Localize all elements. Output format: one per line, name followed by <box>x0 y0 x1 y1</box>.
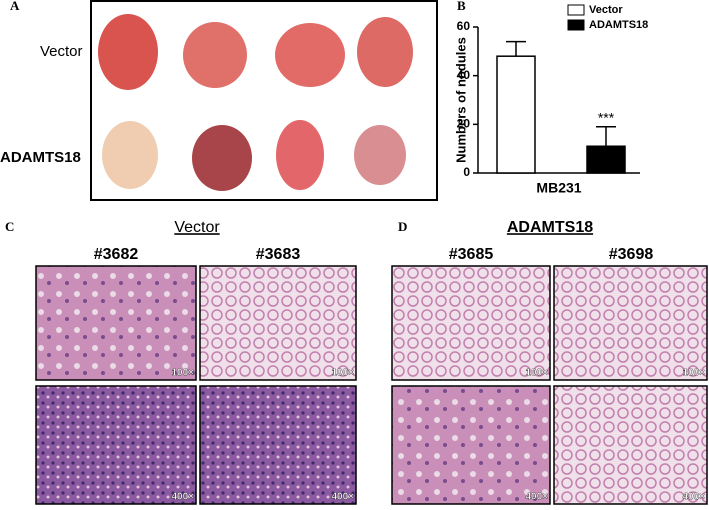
magnification: 400× <box>525 492 548 503</box>
y-tick-label: 20 <box>457 117 471 131</box>
error-bar <box>596 126 616 147</box>
legend-swatch <box>567 4 585 16</box>
sample-label: #3685 <box>449 246 494 263</box>
legend-swatch <box>567 19 585 31</box>
magnifications: 100× 100× 100× 100× 400× 400× 400× 400× <box>171 367 705 503</box>
y-tick-label: 60 <box>457 19 471 33</box>
magnification: 100× <box>331 368 354 379</box>
x-tick-label: MB231 <box>536 180 581 196</box>
y-axis-label: Numbers of nodules <box>453 37 468 163</box>
legend-label: ADAMTS18 <box>589 19 648 31</box>
sample-label: #3698 <box>609 246 654 263</box>
panel-label: C <box>5 219 14 234</box>
magnification: 100× <box>682 368 705 379</box>
magnification: 400× <box>331 492 354 503</box>
magnification: 100× <box>171 368 194 379</box>
bar <box>586 145 626 174</box>
panel-title: Vector <box>174 219 220 236</box>
y-tick-label: 0 <box>463 165 470 179</box>
magnification: 400× <box>682 492 705 503</box>
bar-chart: 0 20 40 60 Numbers of nodules MB231 *** Vector A… <box>453 4 648 196</box>
panel-title: ADAMTS18 <box>507 219 593 236</box>
panel-label: D <box>398 219 407 234</box>
panel-label: A <box>10 0 20 13</box>
bar <box>496 55 536 174</box>
row-label: Vector <box>40 43 83 60</box>
sample-label: #3682 <box>94 246 139 263</box>
y-tick-label: 40 <box>457 68 471 82</box>
magnification: 400× <box>171 492 194 503</box>
significance: *** <box>598 109 615 125</box>
lung-photos <box>98 14 413 191</box>
sample-label: #3683 <box>256 246 301 263</box>
legend-label: Vector <box>589 4 623 16</box>
error-bar <box>506 40 526 57</box>
magnification: 100× <box>525 368 548 379</box>
panel-label: B <box>457 0 466 13</box>
histology-images <box>35 265 708 505</box>
row-label: ADAMTS18 <box>0 149 81 166</box>
